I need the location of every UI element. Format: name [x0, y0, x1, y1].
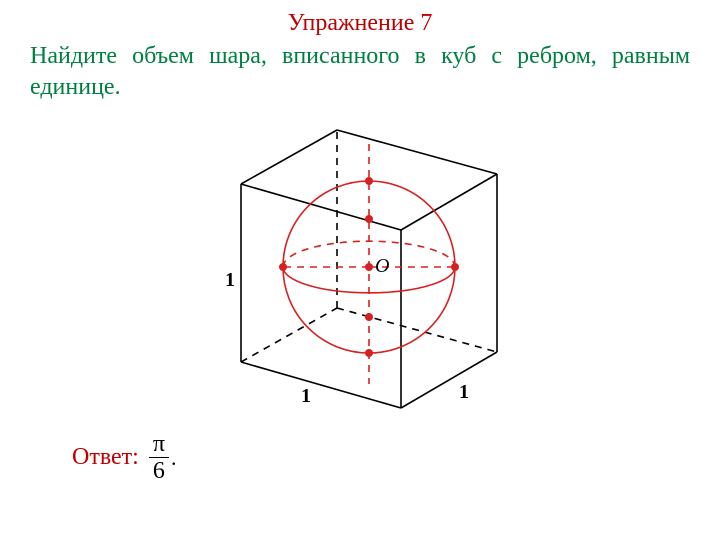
- answer-denominator: 6: [149, 458, 169, 484]
- problem-text: Найдите объем шара, вписанного в куб с р…: [30, 41, 690, 102]
- svg-text:1: 1: [225, 269, 235, 291]
- problem-line-1: Найдите объем шара, вписанного в куб с р…: [30, 41, 690, 72]
- answer-numerator: π: [149, 431, 169, 457]
- answer-fraction: π 6: [149, 431, 169, 484]
- svg-text:O: O: [375, 255, 389, 277]
- svg-text:1: 1: [459, 381, 469, 403]
- exercise-title: Упражнение 7: [30, 10, 690, 37]
- problem-line-2: единице.: [30, 72, 690, 103]
- answer-period: .: [171, 445, 177, 471]
- cube-sphere-diagram: 1 1 1 O: [195, 112, 525, 422]
- answer-row: Ответ: π 6 .: [30, 431, 690, 484]
- svg-text:1: 1: [301, 385, 311, 407]
- answer-label: Ответ:: [72, 444, 139, 471]
